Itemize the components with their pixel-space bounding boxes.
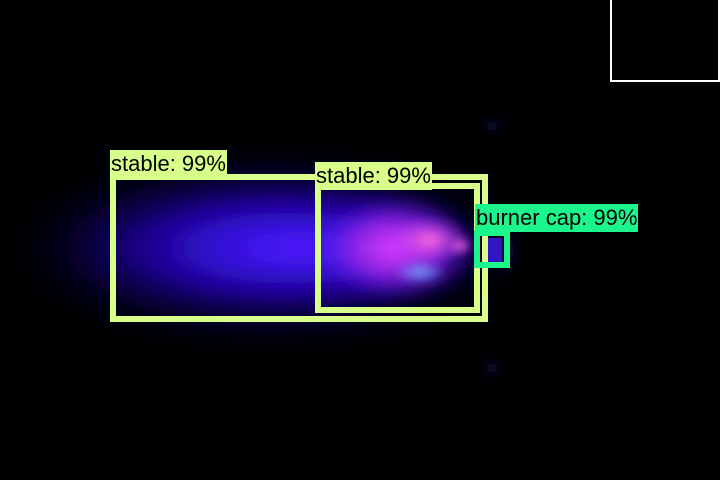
stable-detection-box [315, 183, 480, 313]
burner-cap-detection-box [474, 230, 510, 268]
stable-detection-box [110, 174, 488, 322]
stable-detection-label: stable: 99% [315, 162, 432, 190]
burner-cap-detection-label: burner cap: 99% [475, 204, 639, 232]
inset-frame [610, 0, 720, 82]
stable-detection-label: stable: 99% [110, 150, 227, 178]
